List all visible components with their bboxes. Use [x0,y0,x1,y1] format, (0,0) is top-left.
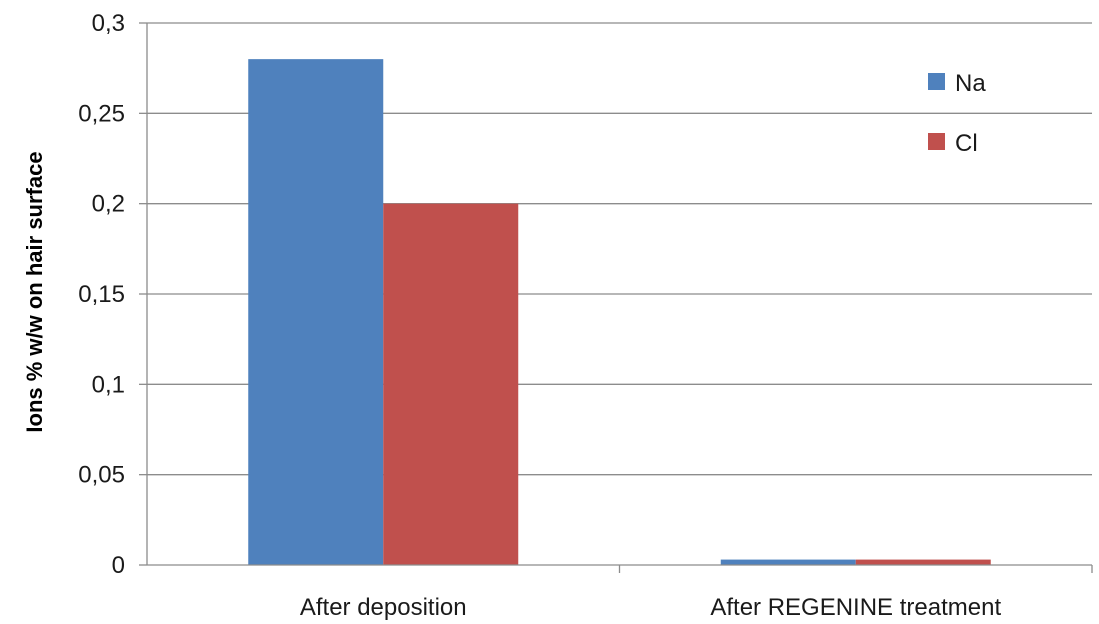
y-tick-label: 0,15 [78,281,125,308]
legend-swatch-na [928,73,945,90]
y-tick-label: 0,05 [78,462,125,489]
axes [146,23,1093,573]
y-tick-label: 0,3 [92,10,125,37]
y-tick-labels: 0 0,05 0,1 0,15 0,2 0,25 0,3 [78,10,125,579]
category-labels: After deposition After REGENINE treatment [300,594,1002,621]
legend-label-cl: Cl [955,130,978,157]
legend-swatch-cl [928,133,945,150]
x-category-label: After deposition [300,594,467,621]
legend-label-na: Na [955,70,986,97]
y-tick-label: 0,2 [92,191,125,218]
bar-na [720,559,856,565]
bar-na [248,59,384,566]
x-category-label: After REGENINE treatment [710,594,1001,621]
y-axis-label: Ions % w/w on hair surface [22,151,47,432]
bar-cl [383,203,519,565]
bars [248,59,991,566]
y-tick-label: 0 [112,552,125,579]
bar-cl [855,559,991,565]
y-tick-label: 0,1 [92,371,125,398]
y-tick-label: 0,25 [78,100,125,127]
legend: Na Cl [928,70,986,157]
